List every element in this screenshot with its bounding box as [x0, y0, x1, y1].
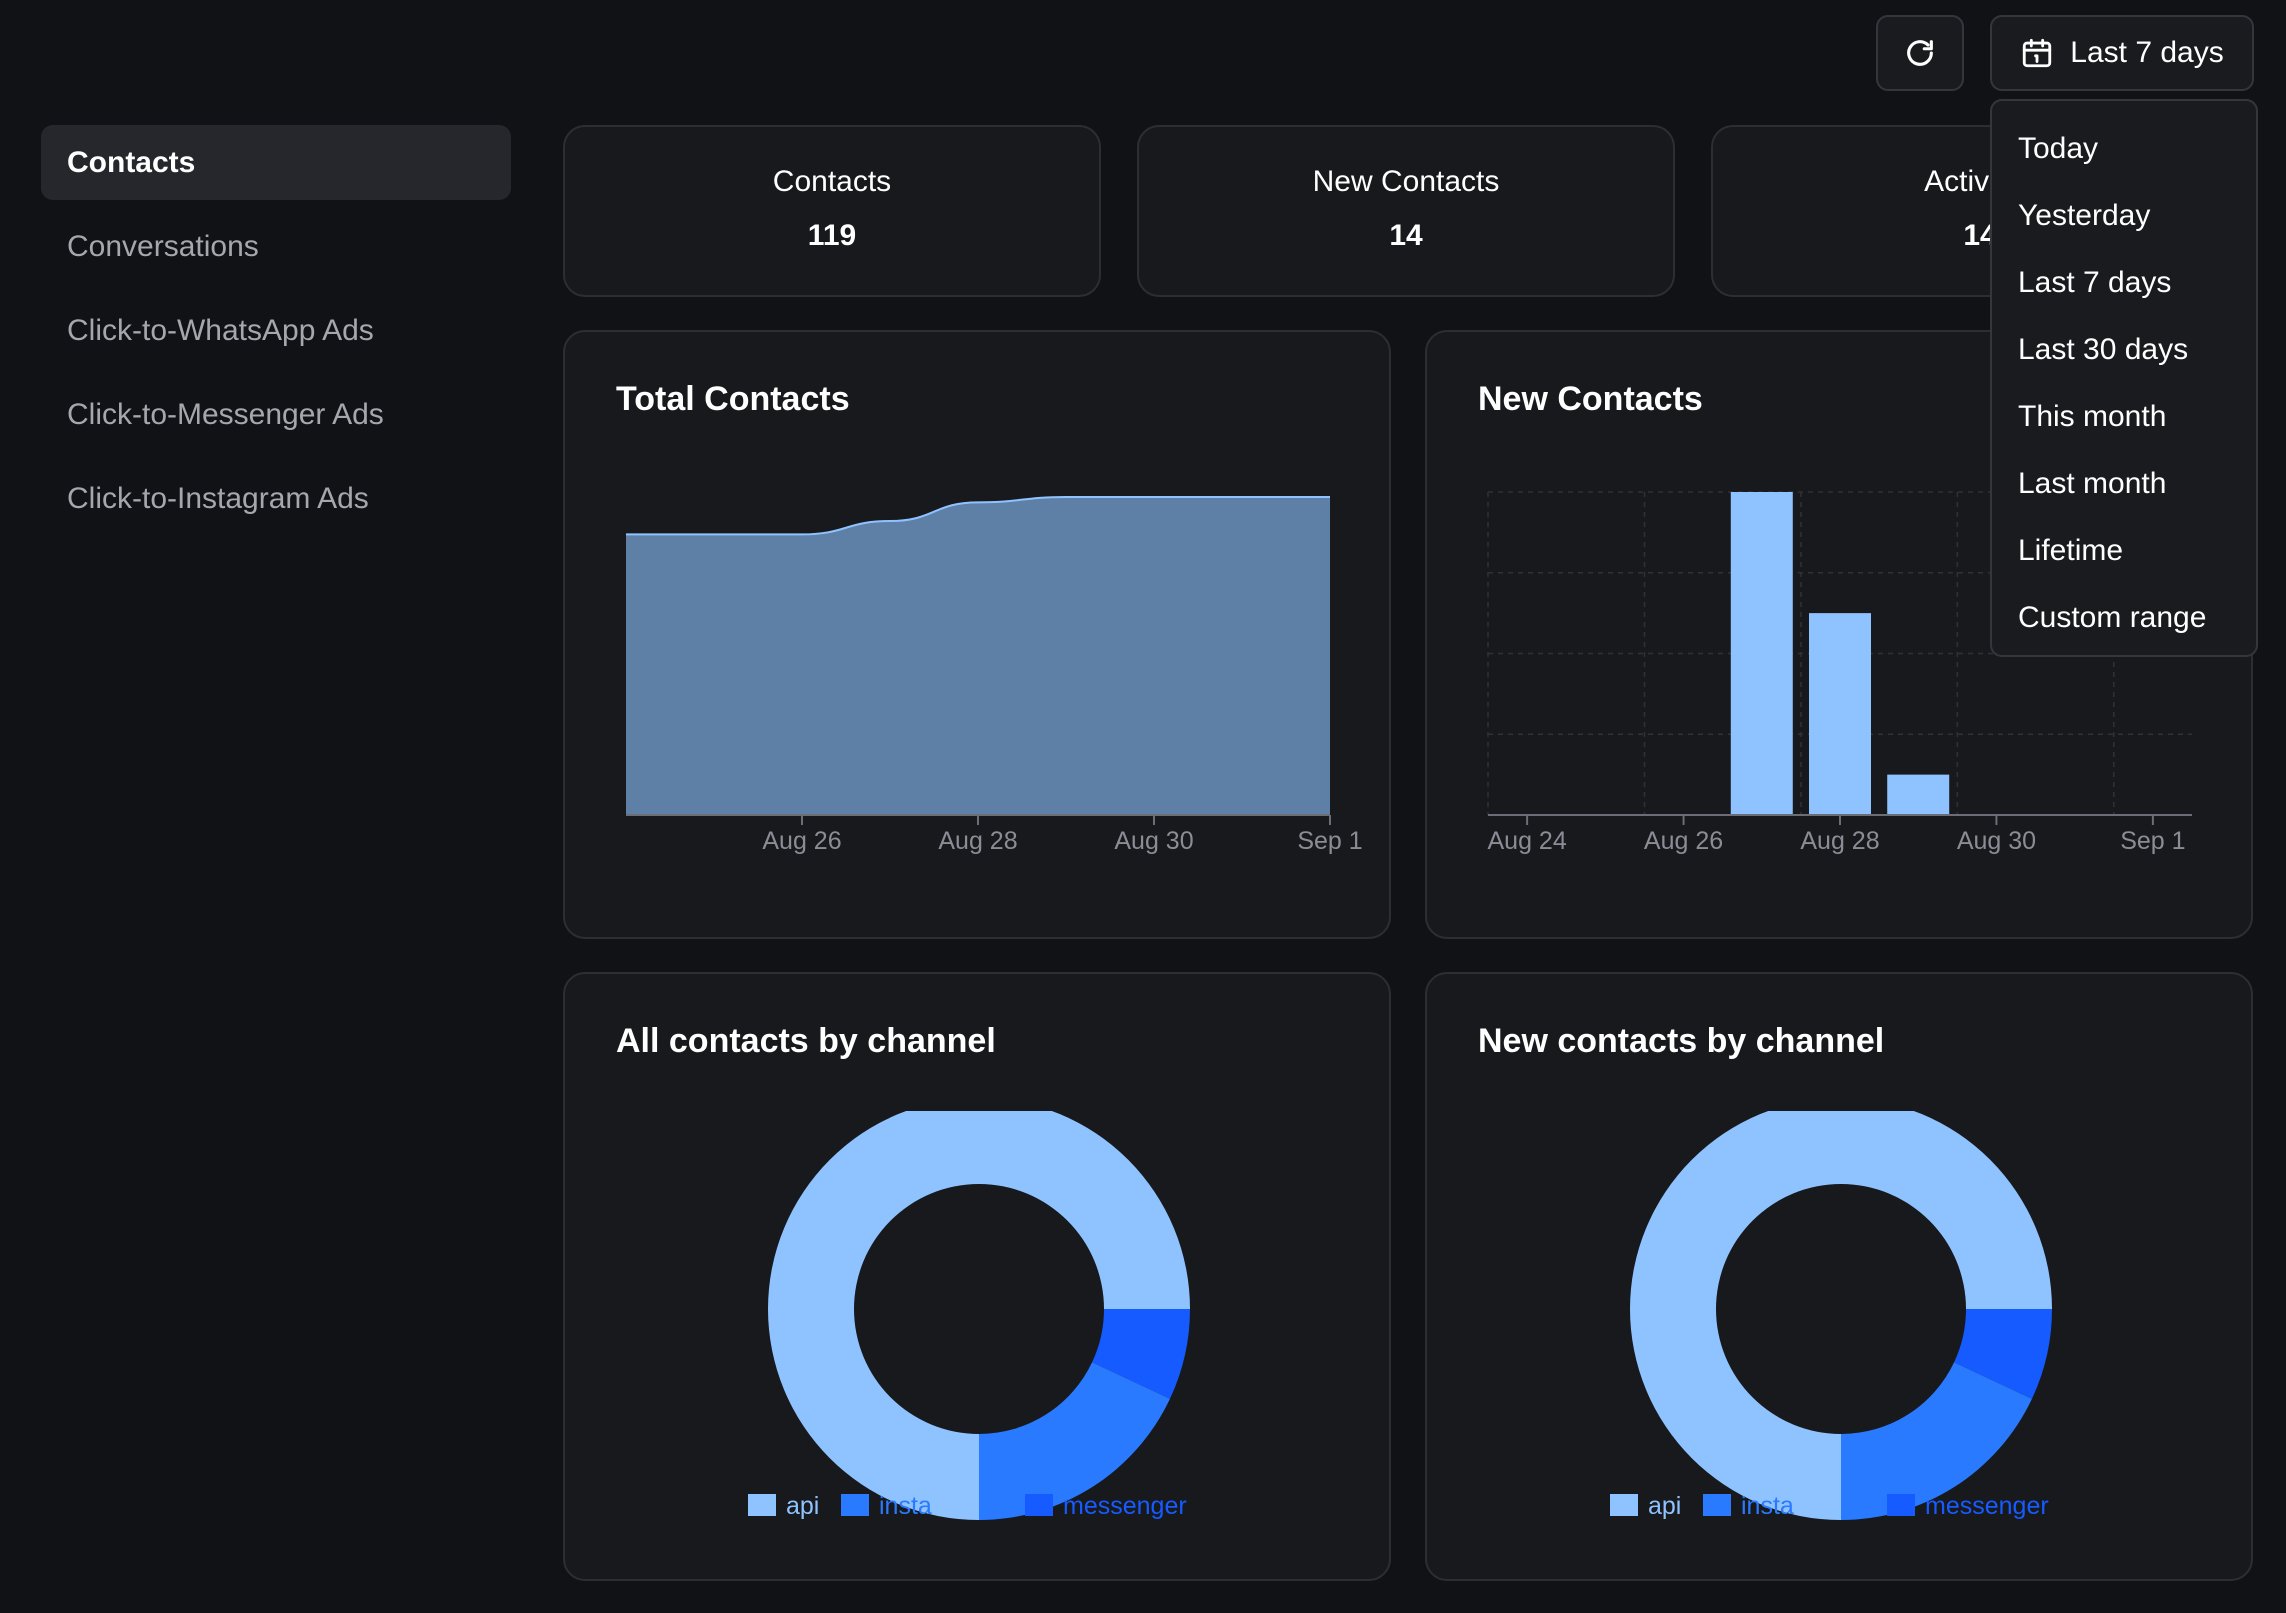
x-tick-label: Aug 24: [1487, 827, 1566, 855]
dropdown-option-last-month[interactable]: Last month: [2018, 466, 2167, 500]
legend-label: insta: [879, 1492, 932, 1520]
date-range-button[interactable]: Last 7 days: [1990, 15, 2254, 91]
stat-label: Contacts: [772, 165, 892, 198]
sidebar-item-conversations[interactable]: Conversations: [67, 229, 259, 263]
stat-value: 14: [1389, 219, 1423, 252]
area-line: [626, 496, 1330, 536]
refresh-button[interactable]: [1876, 15, 1964, 91]
pie-clip: [1626, 1094, 2056, 1111]
legend-swatch: [841, 1494, 869, 1516]
pie-slice-instagram: [1841, 1362, 2032, 1520]
legend-swatch: [1887, 1494, 1915, 1516]
pie-slice-messenger: [1954, 1309, 2052, 1399]
total-contacts-chart: Aug 26 Aug 28 Aug 30 Sep 1: [626, 496, 1363, 855]
sidebar-item-click-to-messenger-ads[interactable]: Click-to-Messenger Ads: [67, 397, 384, 431]
x-tick-label: Sep 1: [1297, 827, 1362, 855]
x-tick-label: Aug 28: [938, 827, 1017, 855]
new-contacts-by-channel-card: api insta messenger New contacts by channe…: [1425, 972, 2253, 1581]
pie-clip: [764, 1094, 1194, 1111]
legend-label: messenger: [1925, 1492, 2049, 1520]
pie-slice-api: [768, 1098, 1190, 1520]
sidebar-item-click-to-whatsapp-ads[interactable]: Click-to-WhatsApp Ads: [67, 313, 374, 347]
card-title: New contacts by channel: [1478, 1022, 1885, 1060]
dropdown-option-today[interactable]: Today: [2018, 131, 2099, 165]
sidebar: Contacts Conversations Click-to-WhatsApp…: [41, 125, 511, 545]
bar: [1809, 613, 1871, 815]
x-tick-label: Aug 30: [1114, 827, 1193, 855]
new-contacts-by-channel-chart: api insta messenger: [1610, 1094, 2056, 1520]
area-fill: [626, 497, 1330, 815]
stat-label: New Contacts: [1312, 165, 1500, 198]
x-tick-label: Aug 26: [1644, 827, 1723, 855]
sidebar-item-click-to-instagram-ads[interactable]: Click-to-Instagram Ads: [67, 481, 369, 515]
legend-swatch: [1025, 1494, 1053, 1516]
date-range-dropdown: Today Yesterday Last 7 days Last 30 days…: [1990, 99, 2258, 657]
legend-swatch: [1610, 1494, 1638, 1516]
pie-slice-api: [1630, 1098, 2052, 1520]
calendar-icon: [2023, 38, 2052, 68]
refresh-icon: [1907, 40, 1933, 66]
all-contacts-by-channel-chart: api insta messenger: [748, 1094, 1194, 1520]
bar: [1887, 774, 1950, 815]
sidebar-item-contacts[interactable]: Contacts: [41, 125, 511, 200]
bar: [1730, 492, 1793, 815]
dropdown-option-lifetime[interactable]: Lifetime: [2018, 533, 2124, 567]
dropdown-option-last-30-days[interactable]: Last 30 days: [2018, 332, 2189, 366]
stat-card-new-contacts: New Contacts 14: [1137, 125, 1675, 297]
all-contacts-by-channel-card: api insta messenger All contacts by channe…: [563, 972, 1391, 1581]
legend-label: api: [1648, 1492, 1681, 1520]
stat-value: 119: [807, 219, 857, 252]
card-title: All contacts by channel: [616, 1022, 996, 1060]
dropdown-option-last-7-days[interactable]: Last 7 days: [2018, 265, 2172, 299]
card-title: New Contacts: [1478, 380, 1703, 418]
legend-label: insta: [1741, 1492, 1794, 1520]
legend-swatch: [748, 1494, 776, 1516]
card-title: Total Contacts: [616, 380, 850, 418]
legend-label: api: [786, 1492, 819, 1520]
new-contacts-chart: Aug 24 Aug 26 Aug 28 Aug 30 Sep 1: [1487, 491, 2192, 855]
x-tick-label: Aug 28: [1800, 827, 1879, 855]
x-tick-label: Sep 1: [2120, 827, 2185, 855]
x-tick-label: Aug 26: [762, 827, 841, 855]
dropdown-option-custom-range[interactable]: Custom range: [2018, 600, 2207, 634]
date-range-label: Last 7 days: [2070, 36, 2224, 69]
dropdown-option-this-month[interactable]: This month: [2018, 399, 2167, 433]
x-tick-label: Aug 30: [1957, 827, 2036, 855]
total-contacts-card: Aug 26 Aug 28 Aug 30 Sep 1 Total Contacts: [563, 330, 1391, 939]
legend-swatch: [1703, 1494, 1731, 1516]
legend-label: messenger: [1063, 1492, 1187, 1520]
pie-slice-instagram: [979, 1362, 1170, 1520]
stat-card-contacts: Contacts 119: [563, 125, 1101, 297]
pie-slice-messenger: [1092, 1309, 1190, 1399]
dropdown-option-yesterday[interactable]: Yesterday: [2018, 198, 2151, 232]
